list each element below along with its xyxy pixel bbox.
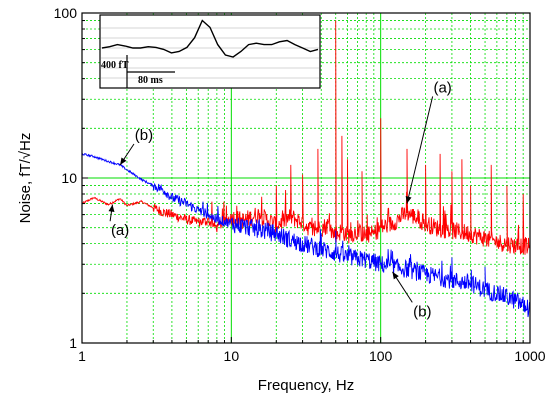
x-tick-label: 10 — [224, 348, 240, 364]
y-tick-label: 1 — [69, 335, 77, 351]
annotation-arrowhead — [392, 271, 399, 280]
x-tick-label: 100 — [369, 348, 393, 364]
annotation-label: (b) — [135, 127, 153, 144]
x-tick-label: 1 — [78, 348, 86, 364]
series-line-b — [81, 153, 531, 318]
x-tick-label: 1000 — [514, 348, 545, 364]
data-series — [81, 20, 531, 318]
annotation-label: (a) — [111, 222, 129, 239]
inset-frame — [99, 14, 321, 89]
annotation-arrowhead — [405, 196, 412, 204]
axis-ticks: 1 10 100 1000 1 10 100 — [54, 5, 546, 364]
y-tick-label: 10 — [61, 170, 77, 186]
x-axis-label: Frequency, Hz — [258, 377, 354, 394]
inset-label-amplitude: 400 fT — [101, 60, 129, 71]
annotation-arrowhead — [120, 157, 127, 165]
y-tick-label: 100 — [54, 5, 78, 21]
y-axis-label: Noise, fT/√Hz — [17, 133, 34, 224]
annotation-label: (b) — [413, 303, 431, 320]
annotation-label: (a) — [433, 79, 451, 96]
annotation-arrowhead — [108, 204, 115, 212]
inset-label-time: 80 ms — [138, 75, 163, 86]
inset: 400 fT 80 ms — [99, 14, 321, 89]
annotation-arrow — [406, 96, 434, 204]
series-line-a — [81, 20, 531, 255]
inset-grid-lines — [101, 27, 319, 79]
inset-waveform — [101, 19, 319, 58]
curve-annotations: (b) (a) (a) (b) — [108, 79, 452, 320]
